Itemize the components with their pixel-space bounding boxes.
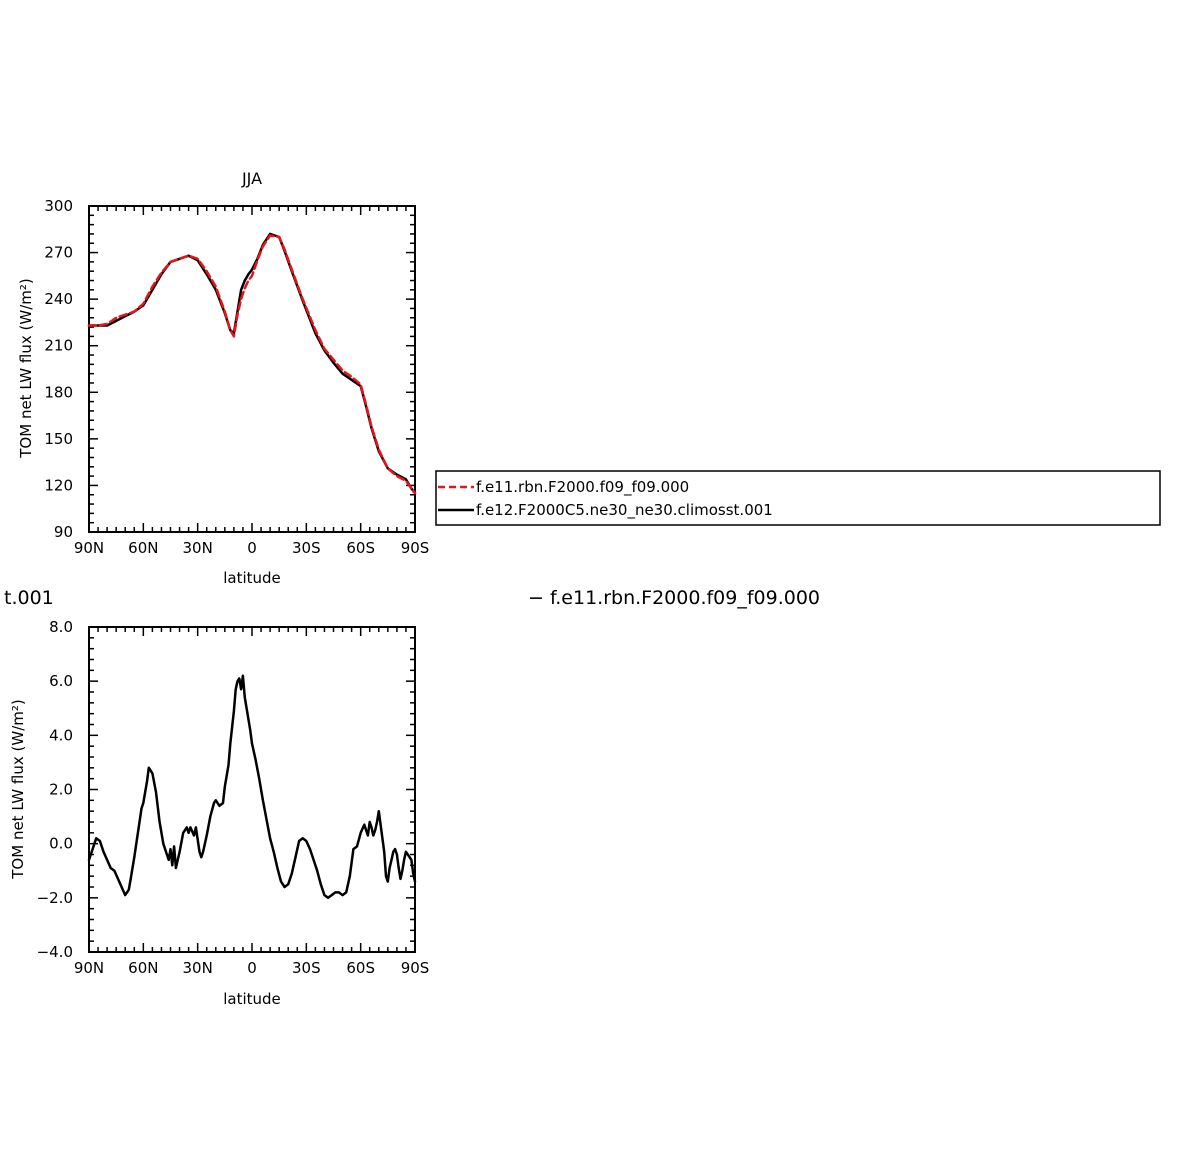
bottom-panel-subtitle-left: t.001 [4,587,54,609]
top-panel-y-axis-label: TOM net LW flux (W/m²) [17,278,35,458]
bottom-panel-y-tick-label: 6.0 [49,672,73,690]
top-panel-y-tick-label: 300 [44,197,73,215]
top-panel-y-tick-label: 150 [44,430,73,448]
bottom-panel-x-tick-label: 60S [346,959,375,977]
bottom-panel-series-line-1 [87,674,417,900]
bottom-panel-subtitle-right: − f.e11.rbn.F2000.f09_f09.000 [528,587,820,609]
top-panel-x-axis-label: latitude [223,569,281,587]
top-panel-y-tick-label: 180 [44,383,73,401]
bottom-panel-y-tick-label: 8.0 [49,618,73,636]
top-panel-series-line-1 [87,234,417,495]
bottom-panel-y-tick-label: 2.0 [49,781,73,799]
top-panel-x-tick-label: 30N [183,539,213,557]
top-panel-y-tick-label: 120 [44,476,73,494]
top-panel-plot-frame [88,205,416,533]
top-panel-y-tick-label: 240 [44,290,73,308]
top-panel: JJA 90N 60N 30N 0 30S 60S 90S 90 120 150 180 210 240… [17,169,429,587]
bottom-panel-y-tick-label: −2.0 [37,889,73,907]
top-panel-x-tick-label: 0 [247,539,257,557]
bottom-panel-y-tick-label: −4.0 [37,943,73,961]
bottom-panel-x-axis-label: latitude [223,990,281,1008]
bottom-panel-x-tick-label: 30N [183,959,213,977]
top-panel-x-tick-label: 90S [401,539,430,557]
top-panel-x-tick-label: 60S [346,539,375,557]
legend-box [435,470,1161,526]
bottom-panel-x-tick-label: 90N [74,959,104,977]
bottom-panel-x-tick-label: 60N [128,959,158,977]
top-panel-x-tick-label: 30S [292,539,321,557]
bottom-panel-x-tick-label: 30S [292,959,321,977]
legend: f.e11.rbn.F2000.f09_f09.000 f.e12.F2000C… [435,470,1161,526]
bottom-panel-x-tick-label: 90S [401,959,430,977]
bottom-panel: 90N 60N 30N 0 30S 60S 90S −4.0 −2.0 0.0 2.0 4.0 6.0 8… [9,618,429,1008]
top-panel-x-tick-label: 90N [74,539,104,557]
top-panel-y-tick-label: 270 [44,244,73,262]
bottom-panel-y-axis-label: TOM net LW flux (W/m²) [9,699,27,879]
bottom-panel-plot-frame [88,626,416,953]
legend-entry-series-2: f.e12.F2000C5.ne30_ne30.climosst.001 [476,501,773,520]
top-panel-x-tick-label: 60N [128,539,158,557]
bottom-panel-x-tick-label: 0 [247,959,257,977]
bottom-panel-y-tick-label: 4.0 [49,726,73,744]
top-panel-y-tick-label: 210 [44,337,73,355]
top-panel-y-tick-label: 90 [54,523,73,541]
bottom-panel-y-tick-label: 0.0 [49,835,73,853]
legend-entry-series-1: f.e11.rbn.F2000.f09_f09.000 [476,478,689,497]
top-panel-title: JJA [241,169,262,188]
